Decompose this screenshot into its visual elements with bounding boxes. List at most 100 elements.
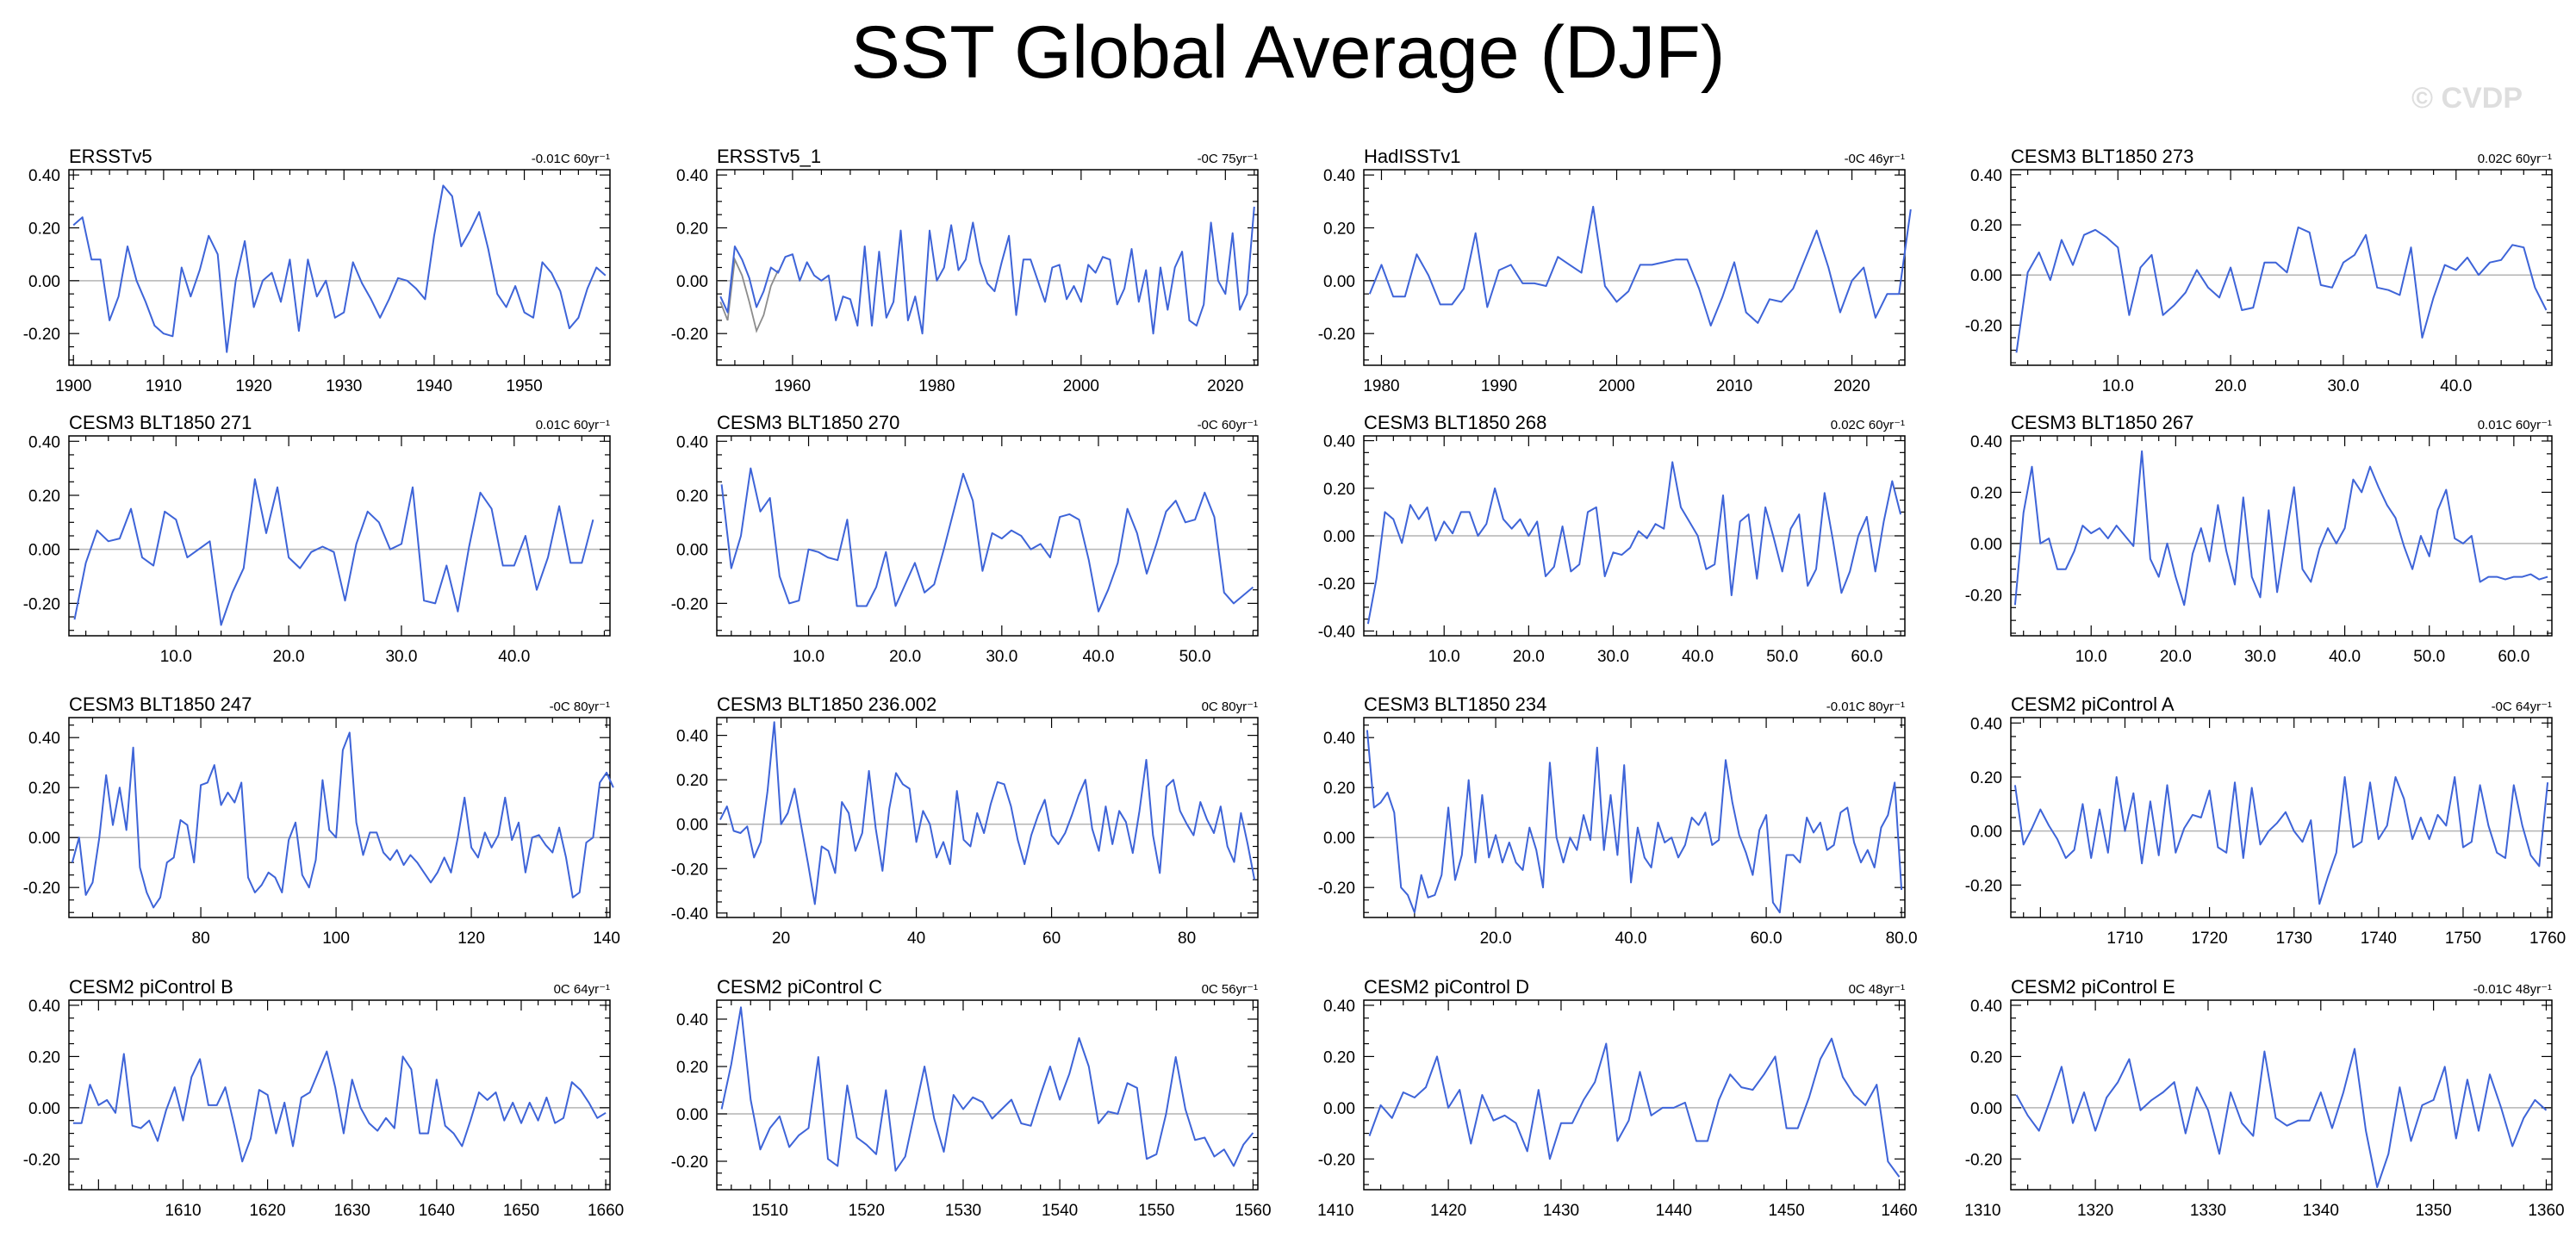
y-tick-label: 0.40 xyxy=(676,1011,708,1029)
chart-panel: 0.40 0.20 0.00 -0.20 1900 1910 1920 1930 1940 195… xyxy=(23,146,611,395)
x-tick-label: 30.0 xyxy=(1597,648,1629,666)
x-tick-label: 60.0 xyxy=(1751,930,1783,948)
y-tick-label: -0.20 xyxy=(1965,317,2002,335)
x-tick-label: 10.0 xyxy=(2102,377,2134,395)
x-tick-label: 50.0 xyxy=(1179,648,1211,666)
series-line xyxy=(71,731,614,909)
x-tick-label: 1980 xyxy=(1363,377,1399,395)
y-tick-label: 0.00 xyxy=(676,273,708,291)
x-tick-label: 1350 xyxy=(2415,1202,2451,1220)
y-tick-label: 0.40 xyxy=(676,433,708,451)
x-tick-label: 10.0 xyxy=(1428,648,1460,666)
panel-trend: 0C 80yr⁻¹ xyxy=(1202,700,1258,714)
x-tick-label: 1990 xyxy=(1481,377,1517,395)
series-line xyxy=(72,1050,607,1163)
y-tick-label: 0.20 xyxy=(1323,220,1355,238)
y-tick-label: 0.20 xyxy=(676,1059,708,1077)
x-tick-label: 1640 xyxy=(419,1202,455,1220)
series-line xyxy=(719,721,1256,905)
x-tick-label: 1310 xyxy=(1964,1202,2000,1220)
x-tick-label: 1730 xyxy=(2276,930,2312,948)
plot-frame xyxy=(716,435,1259,637)
x-tick-label: 1920 xyxy=(235,377,271,395)
chart-panel: 0.40 0.20 0.00 -0.20 1410 1420 1430 1440 1450 146… xyxy=(1317,976,1917,1220)
x-tick-label: 40.0 xyxy=(498,648,530,666)
plot-frame xyxy=(2010,169,2553,366)
obs-series-line xyxy=(719,256,780,333)
x-tick-label: 1910 xyxy=(146,377,182,395)
panel-trend: -0.01C 60yr⁻¹ xyxy=(532,152,610,166)
y-tick-label: 0.20 xyxy=(1970,217,2002,235)
x-tick-label: 120 xyxy=(457,930,485,948)
panel-title: CESM2 piControl D xyxy=(1364,976,1529,998)
panel-trend: -0.01C 48yr⁻¹ xyxy=(2473,982,2552,997)
plot-frame xyxy=(68,717,611,918)
x-tick-label: 1620 xyxy=(249,1202,285,1220)
x-tick-label: 1720 xyxy=(2191,930,2227,948)
plot-frame xyxy=(68,435,611,637)
panel-trend: -0C 46yr⁻¹ xyxy=(1845,152,1905,166)
y-tick-label: 0.00 xyxy=(28,273,60,291)
panel-title: CESM3 BLT1850 267 xyxy=(2011,412,2193,433)
x-tick-label: 2020 xyxy=(1207,377,1243,395)
plot-frame xyxy=(716,717,1259,918)
chart-panel: 0.40 0.20 0.00 -0.20 10.0 20.0 30.0 40.0 50.0 60.… xyxy=(1965,412,2553,666)
y-tick-label: 0.40 xyxy=(1970,998,2002,1016)
y-tick-label: -0.20 xyxy=(671,861,708,879)
x-tick-label: 1630 xyxy=(334,1202,370,1220)
y-tick-label: -0.40 xyxy=(1318,623,1355,641)
y-tick-label: 0.00 xyxy=(28,830,60,848)
y-tick-label: 0.00 xyxy=(1970,824,2002,842)
x-tick-label: 40.0 xyxy=(1615,930,1647,948)
y-tick-label: 0.20 xyxy=(28,1048,60,1067)
x-tick-label: 30.0 xyxy=(385,648,417,666)
panel-title: ERSSTv5 xyxy=(69,146,152,167)
x-tick-label: 1510 xyxy=(752,1202,788,1220)
y-tick-label: 0.20 xyxy=(1970,484,2002,502)
x-tick-label: 2020 xyxy=(1833,377,1870,395)
x-tick-label: 30.0 xyxy=(2327,377,2359,395)
x-tick-label: 40.0 xyxy=(1082,648,1114,666)
chart-panel: 0.40 0.20 0.00 -0.20 1610 1620 1630 1640 1650 166… xyxy=(23,976,625,1220)
panel-title: CESM2 piControl A xyxy=(2011,693,2175,715)
x-tick-label: 1610 xyxy=(165,1202,201,1220)
page-title: SST Global Average (DJF) xyxy=(850,11,1726,94)
x-tick-label: 1540 xyxy=(1042,1202,1078,1220)
x-tick-label: 50.0 xyxy=(1766,648,1798,666)
y-tick-label: 0.20 xyxy=(1323,780,1355,798)
panel-trend: -0.01C 80yr⁻¹ xyxy=(1826,700,1905,714)
y-tick-label: -0.20 xyxy=(1965,1151,2002,1169)
y-tick-label: 0.40 xyxy=(1323,998,1355,1016)
x-tick-label: 1660 xyxy=(588,1202,624,1220)
series-line xyxy=(2013,776,2549,905)
y-tick-label: 0.20 xyxy=(1323,481,1355,499)
y-tick-label: -0.20 xyxy=(23,1151,60,1169)
x-tick-label: 1520 xyxy=(849,1202,885,1220)
y-tick-label: 0.00 xyxy=(1323,528,1355,546)
panel-trend: -0C 80yr⁻¹ xyxy=(550,700,610,714)
y-tick-label: 0.40 xyxy=(676,728,708,746)
y-tick-label: 0.00 xyxy=(676,542,708,560)
chart-panel: 0.40 0.20 0.00 -0.20 80 100 120 140 CESM3 BLT185… xyxy=(23,693,620,948)
y-tick-label: 0.20 xyxy=(676,488,708,506)
x-tick-label: 1900 xyxy=(55,377,91,395)
y-tick-label: -0.20 xyxy=(671,326,708,344)
y-tick-label: 0.20 xyxy=(1970,769,2002,787)
y-tick-label: 0.00 xyxy=(1970,267,2002,285)
x-tick-label: 20.0 xyxy=(1513,648,1545,666)
series-line xyxy=(2015,226,2548,353)
chart-panel: 0.40 0.20 0.00 -0.20 1980 1990 2000 2010 2020 Had… xyxy=(1318,146,1912,395)
series-line xyxy=(720,1006,1254,1172)
x-tick-label: 20.0 xyxy=(889,648,921,666)
panel-trend: 0.01C 60yr⁻¹ xyxy=(2478,418,2552,432)
y-tick-label: 0.40 xyxy=(1323,167,1355,185)
y-tick-label: 0.20 xyxy=(28,488,60,506)
x-tick-label: 20.0 xyxy=(2215,377,2247,395)
x-tick-label: 1530 xyxy=(945,1202,981,1220)
x-tick-label: 1710 xyxy=(2106,930,2143,948)
x-tick-label: 1980 xyxy=(918,377,955,395)
x-tick-label: 1440 xyxy=(1656,1202,1692,1220)
panel-trend: -0C 60yr⁻¹ xyxy=(1198,418,1258,432)
series-line xyxy=(720,467,1254,613)
